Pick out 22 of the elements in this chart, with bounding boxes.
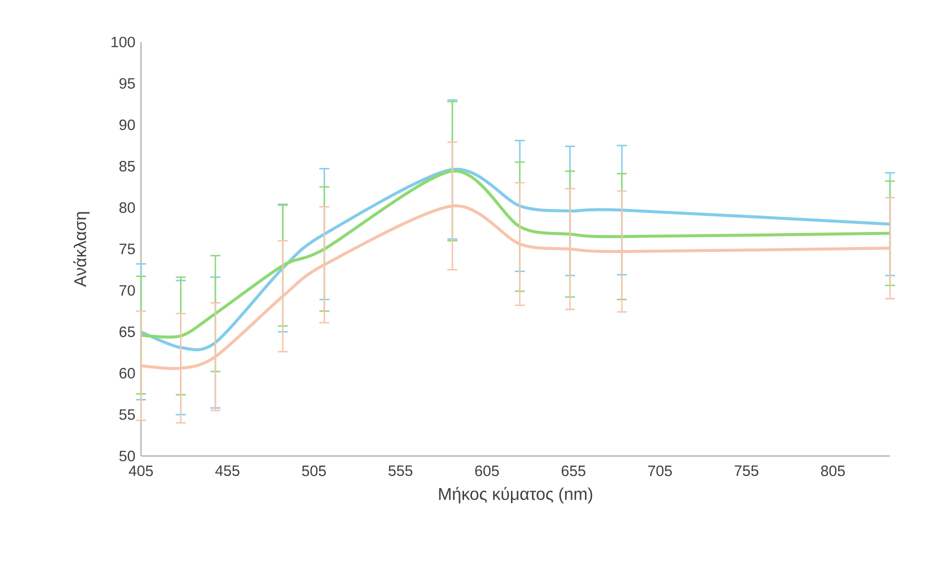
y-tick-label: 100 (112, 36, 135, 48)
y-axis-title: Ανάκλαση (73, 212, 90, 287)
y-tick-label: 90 (119, 119, 135, 130)
x-tick-label: 455 (215, 466, 240, 476)
x-tick-label: 555 (388, 466, 412, 476)
x-tick-label: 755 (734, 466, 758, 476)
y-tick-label: 50 (119, 450, 135, 462)
y-tick-label: 95 (119, 78, 135, 89)
x-tick-label: 505 (302, 466, 326, 476)
y-tick-label: 60 (120, 368, 135, 379)
y-tick-label: 55 (119, 409, 135, 420)
y-tick-label: 65 (120, 326, 135, 338)
y-tick-label: 85 (119, 160, 135, 172)
x-tick-label: 655 (562, 466, 586, 476)
x-axis-title: Μήκος κύματος (nm) (439, 487, 592, 504)
y-tick-label: 80 (119, 202, 135, 213)
x-tick-label: 405 (128, 466, 153, 476)
y-tick-label: 70 (120, 285, 135, 296)
y-tick-label: 75 (120, 244, 135, 254)
x-tick-label: 705 (648, 466, 672, 476)
x-tick-label: 805 (821, 466, 845, 476)
x-tick-label: 605 (475, 466, 499, 476)
